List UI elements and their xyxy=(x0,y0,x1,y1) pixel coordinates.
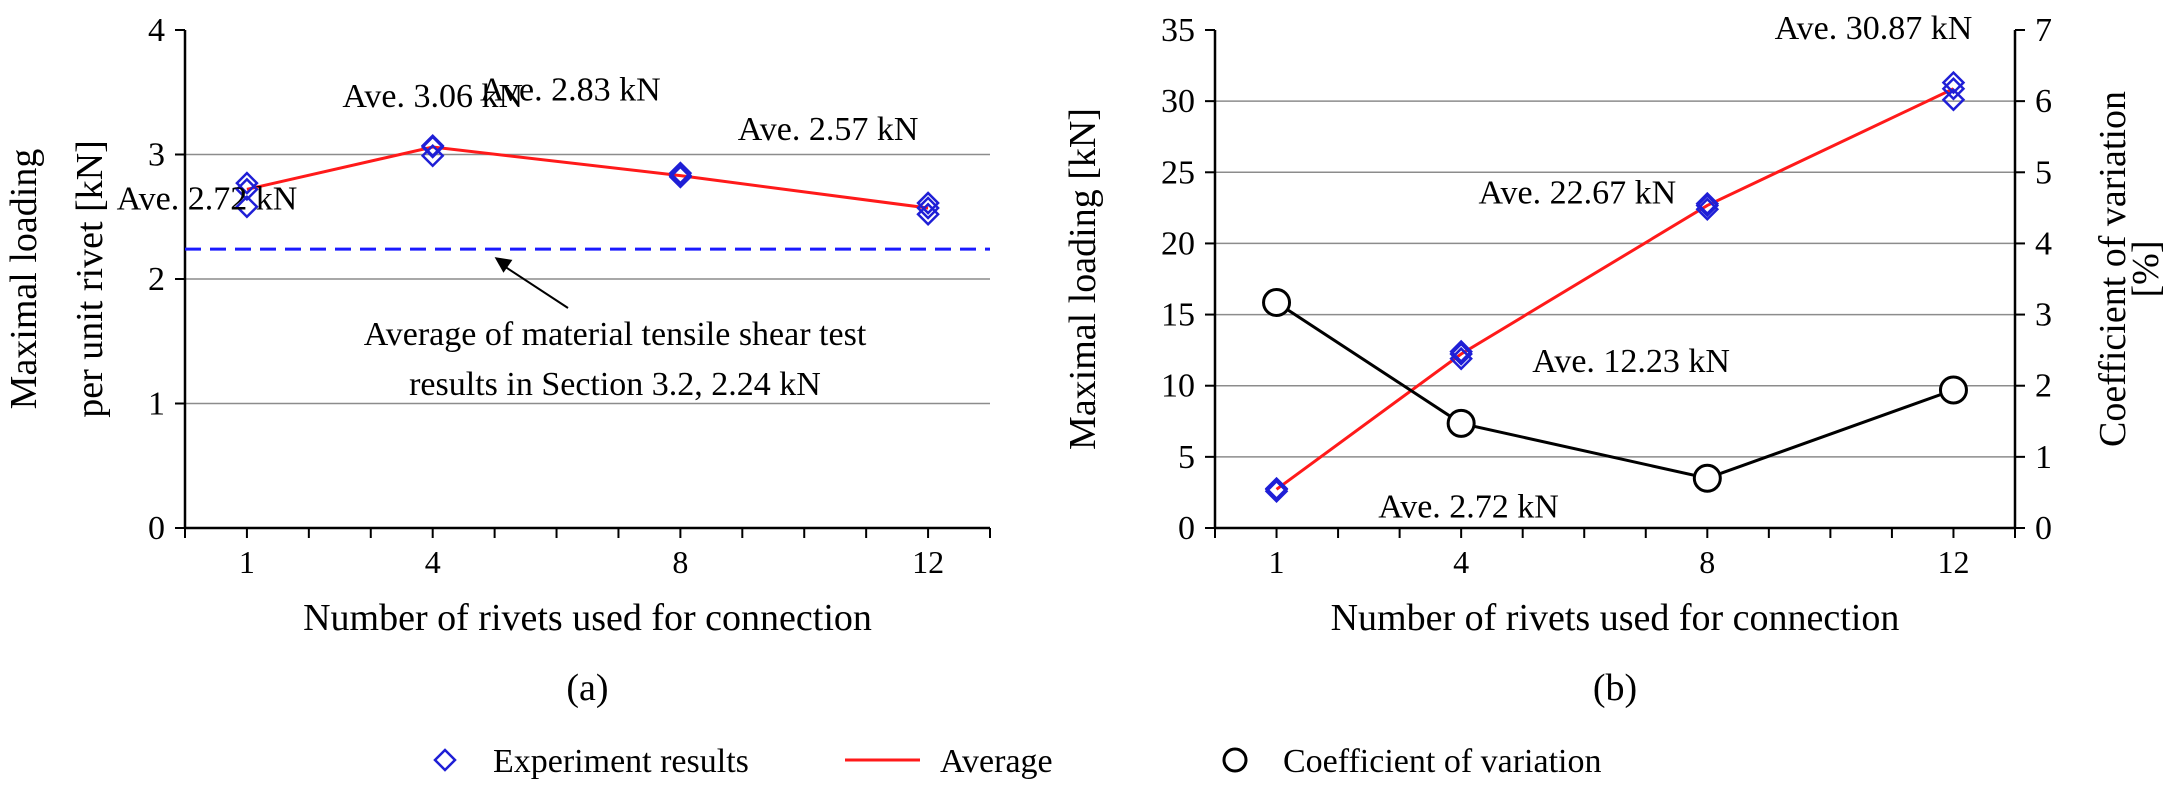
y-tick-label: 10 xyxy=(1161,368,1195,405)
legend-marker-circle xyxy=(1222,747,1248,773)
cov-line xyxy=(1275,301,1954,480)
x-axis-title: Number of rivets used for connection xyxy=(1331,597,1900,639)
experiment-point xyxy=(668,165,693,189)
annotation-arrowhead xyxy=(494,257,513,273)
y2-tick-label: 4 xyxy=(2035,225,2052,262)
annotation-label: Ave. 2.72 kN xyxy=(117,180,298,217)
x-tick-label: 1 xyxy=(239,544,255,580)
y2-tick-label: 7 xyxy=(2035,12,2052,49)
cov-point xyxy=(1692,463,1722,493)
experiment-point xyxy=(1695,193,1720,218)
legend: Experiment results Average Coefficient of … xyxy=(433,743,1601,780)
y-tick-label: 4 xyxy=(148,12,165,49)
experiment-point xyxy=(1449,342,1473,366)
experiment-point xyxy=(1449,339,1473,364)
y-tick-label: 20 xyxy=(1161,225,1195,262)
experiment-point xyxy=(916,202,940,227)
y2-tick-label: 0 xyxy=(2035,510,2052,547)
y2-tick-label: 6 xyxy=(2035,83,2052,120)
experiment-point xyxy=(1695,191,1720,216)
y-tick-label: 3 xyxy=(148,137,165,174)
cov-point xyxy=(1262,287,1292,317)
experiment-point xyxy=(235,177,259,202)
experiment-point xyxy=(235,195,259,219)
annotation-label: Ave. 3.06 kN xyxy=(342,78,523,115)
experiment-point xyxy=(916,191,940,215)
experiment-point xyxy=(235,171,259,195)
y-tick-label: 0 xyxy=(148,510,165,547)
y-tick-label: 30 xyxy=(1161,83,1195,120)
legend-marker-diamond xyxy=(433,748,457,772)
annotation-label: Ave. 2.72 kN xyxy=(1378,488,1559,525)
x-tick-label: 4 xyxy=(1453,544,1469,580)
experiment-point xyxy=(1941,87,1966,112)
panel-label: (b) xyxy=(1593,667,1637,709)
y-tick-label: 35 xyxy=(1161,12,1195,49)
x-axis-title: Number of rivets used for connection xyxy=(303,597,872,639)
annotation-label: Ave. 2.83 kN xyxy=(480,72,661,109)
x-tick-label: 1 xyxy=(1269,544,1285,580)
experiment-point xyxy=(668,161,693,185)
legend-label: Average xyxy=(940,743,1053,780)
experiment-point xyxy=(916,196,940,220)
experiment-point xyxy=(420,143,445,168)
y-axis-title: Maximal loading [kN] xyxy=(1062,108,1104,450)
y-tick-label: 5 xyxy=(1178,439,1195,476)
y-axis-title: per unit rivet [kN] xyxy=(69,140,111,418)
legend-label: Experiment results xyxy=(493,743,749,780)
cov-point xyxy=(1446,408,1476,438)
x-tick-label: 8 xyxy=(672,544,688,580)
cov-point xyxy=(1938,375,1968,405)
annotation-label: Ave. 12.23 kN xyxy=(1532,343,1730,380)
experiment-point xyxy=(1941,70,1966,95)
experiment-point xyxy=(1941,76,1966,101)
experiment-point xyxy=(1695,197,1720,222)
y2-tick-label: 5 xyxy=(2035,154,2052,191)
annotation-label: Ave. 2.57 kN xyxy=(738,111,919,148)
y-tick-label: 0 xyxy=(1178,510,1195,547)
annotation-arrow xyxy=(502,264,569,309)
x-tick-label: 8 xyxy=(1699,544,1715,580)
annotation-text: Average of material tensile shear test xyxy=(364,316,867,353)
experiment-point xyxy=(1264,477,1289,502)
y-tick-label: 1 xyxy=(148,386,165,423)
x-tick-label: 12 xyxy=(912,544,944,580)
annotation-label: Ave. 22.67 kN xyxy=(1478,174,1676,211)
average-line xyxy=(1275,87,1955,491)
x-tick-label: 4 xyxy=(425,544,441,580)
y2-tick-label: 2 xyxy=(2035,368,2052,405)
y2-axis-title: [%] xyxy=(2125,241,2167,298)
y2-tick-label: 1 xyxy=(2035,439,2052,476)
panel-label: (a) xyxy=(566,667,608,709)
experiment-point xyxy=(1449,346,1473,371)
average-line xyxy=(246,145,929,210)
annotation-label: Ave. 30.87 kN xyxy=(1775,10,1973,47)
x-tick-label: 12 xyxy=(1937,544,1969,580)
y-tick-label: 15 xyxy=(1161,297,1195,334)
y-tick-label: 2 xyxy=(148,261,165,298)
y-axis-title: Maximal loading xyxy=(3,149,45,410)
annotation-text: results in Section 3.2, 2.24 kN xyxy=(409,366,821,403)
legend-label: Coefficient of variation xyxy=(1283,743,1601,780)
experiment-point xyxy=(1264,479,1289,504)
y2-tick-label: 3 xyxy=(2035,297,2052,334)
experiment-point xyxy=(420,135,445,159)
y2-axis-title: Coefficient of variation xyxy=(2092,91,2134,447)
y-tick-label: 25 xyxy=(1161,154,1195,191)
